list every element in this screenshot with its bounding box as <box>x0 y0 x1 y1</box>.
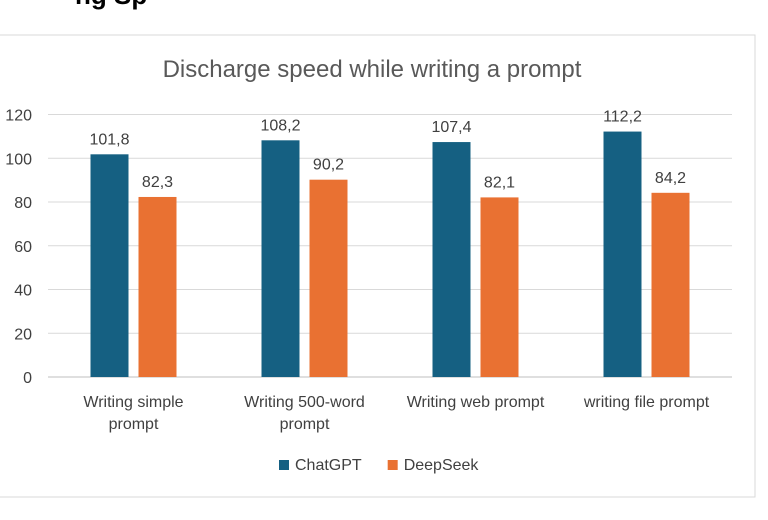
x-axis: Writing simple prompt Writing 500-word prom… <box>83 394 709 433</box>
data-label: 90,2 <box>313 157 344 174</box>
data-labels: 101,8 82,3 108,2 90,2 107,4 82,1 112,2 84,2 <box>89 109 686 192</box>
legend-swatch-chatgpt <box>279 460 289 470</box>
page-heading-fragment: ng Sp <box>75 0 147 10</box>
data-label: 82,1 <box>484 174 515 191</box>
y-tick-label: 60 <box>14 239 32 256</box>
bar-deepseek-2 <box>309 179 348 377</box>
y-tick-label: 0 <box>23 370 32 387</box>
x-category-label: Writing 500-word <box>244 394 365 411</box>
x-category-label: prompt <box>109 416 159 433</box>
legend: ChatGPT DeepSeek <box>279 457 479 474</box>
x-category-label: Writing web prompt <box>407 394 545 411</box>
x-category-label: Writing simple <box>83 394 183 411</box>
data-label: 101,8 <box>89 131 129 148</box>
y-tick-label: 80 <box>14 195 32 212</box>
bars <box>90 131 690 377</box>
data-label: 107,4 <box>431 119 471 136</box>
x-category-label: writing file prompt <box>583 394 710 411</box>
y-tick-label: 40 <box>14 283 32 300</box>
legend-label-deepseek: DeepSeek <box>404 457 480 474</box>
y-axis: 0 20 40 60 80 100 120 <box>5 108 32 388</box>
y-tick-label: 120 <box>5 108 32 125</box>
data-label: 108,2 <box>260 117 300 134</box>
bar-deepseek-3 <box>480 197 519 377</box>
data-label: 84,2 <box>655 170 686 187</box>
bar-chatgpt-2 <box>261 140 300 377</box>
bar-deepseek-4 <box>651 192 690 377</box>
data-label: 112,2 <box>603 109 642 126</box>
bar-chatgpt-4 <box>603 131 642 377</box>
legend-swatch-deepseek <box>387 460 398 470</box>
chart-title: Discharge speed while writing a prompt <box>163 56 582 83</box>
y-tick-label: 100 <box>5 151 32 168</box>
data-label: 82,3 <box>142 174 173 191</box>
bar-chatgpt-1 <box>90 154 129 377</box>
bar-chatgpt-3 <box>432 142 471 377</box>
y-tick-label: 20 <box>14 326 32 343</box>
x-category-label: prompt <box>280 416 330 433</box>
legend-label-chatgpt: ChatGPT <box>295 457 362 474</box>
bar-deepseek-1 <box>138 196 177 377</box>
